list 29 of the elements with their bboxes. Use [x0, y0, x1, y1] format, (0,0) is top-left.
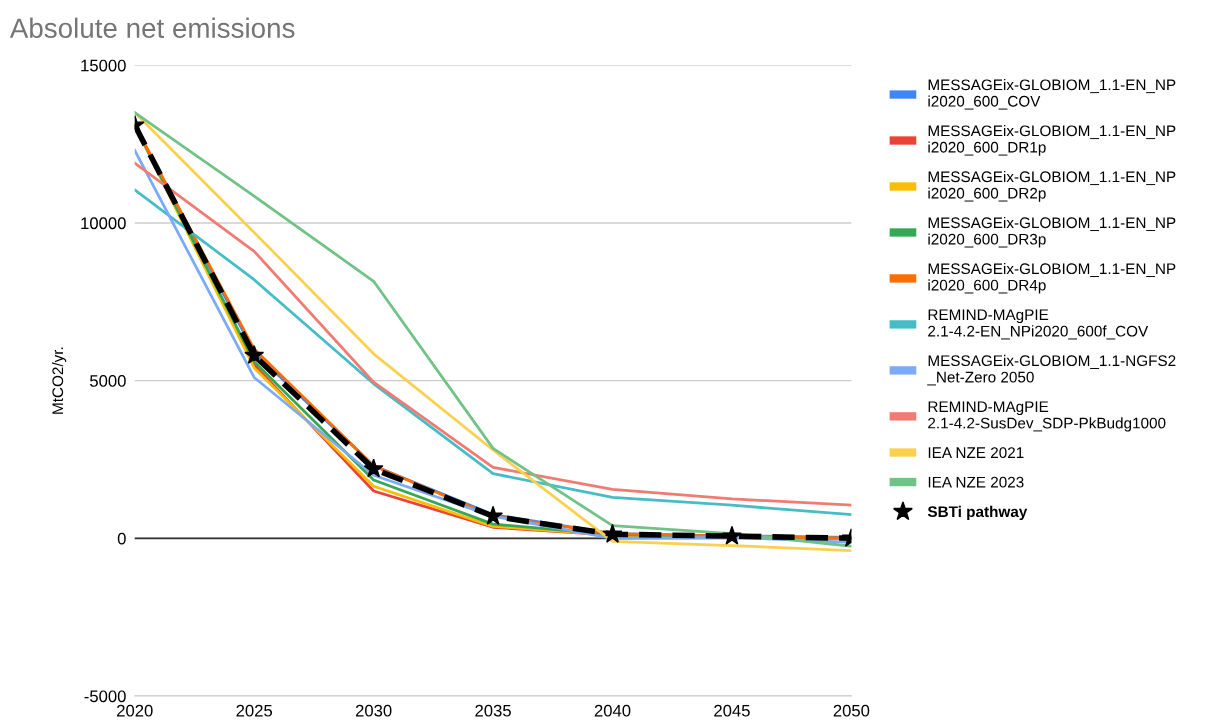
- legend-label: IEA NZE 2021: [928, 447, 1024, 459]
- point: [602, 523, 623, 543]
- legend-label: REMIND-MAgPIE 2.1-4.2-SusDev_SDP-PkBudg1000: [928, 401, 1166, 432]
- y-axis-title: MtCO2/yr.: [51, 347, 67, 414]
- point: [363, 458, 384, 478]
- legend-label: MESSAGEix-GLOBIOM_1.1-EN_NPi2020_600_DR3p: [928, 216, 1176, 248]
- x-tick-label: 2020: [117, 704, 153, 717]
- y-tick-label: 10000: [81, 217, 126, 230]
- x-tick-label: 2045: [714, 704, 750, 717]
- point: [721, 525, 742, 545]
- legend-label: MESSAGEix-GLOBIOM_1.1-EN_NPi2020_600_DR2p: [928, 170, 1176, 202]
- legend-label: REMIND-MAgPIE 2.1-4.2-EN_NPi2020_600f_COV: [928, 309, 1149, 340]
- y-tick-label: 0: [117, 532, 126, 545]
- y-tick-label: 5000: [90, 375, 126, 387]
- legend-label: SBTi pathway: [927, 505, 1028, 521]
- chart-title: Absolute net emissions: [9, 17, 295, 39]
- legend-label: MESSAGEix-GLOBIOM_1.1-EN_NPi2020_600_DR1p: [928, 124, 1176, 156]
- point: [483, 505, 504, 525]
- x-tick-label: 2030: [355, 704, 392, 717]
- legend-label: MESSAGEix-GLOBIOM_1.1-EN_NPi2020_600_COV: [928, 79, 1176, 110]
- legend-label: MESSAGEix-GLOBIOM_1.1-EN_NPi2020_600_DR4p: [928, 262, 1176, 294]
- x-tick-label: 2035: [475, 704, 511, 717]
- x-tick-label: 2050: [833, 704, 870, 717]
- x-tick-label: 2040: [594, 704, 631, 717]
- legend-label: IEA NZE 2023: [928, 476, 1024, 488]
- y-tick-label: -5000: [84, 690, 126, 703]
- y-tick-label: 15000: [81, 59, 126, 72]
- legend-label: MESSAGEix-GLOBIOM_1.1-NGFS2_Net-Zero 2050: [927, 354, 1176, 386]
- x-tick-label: 2025: [236, 704, 273, 717]
